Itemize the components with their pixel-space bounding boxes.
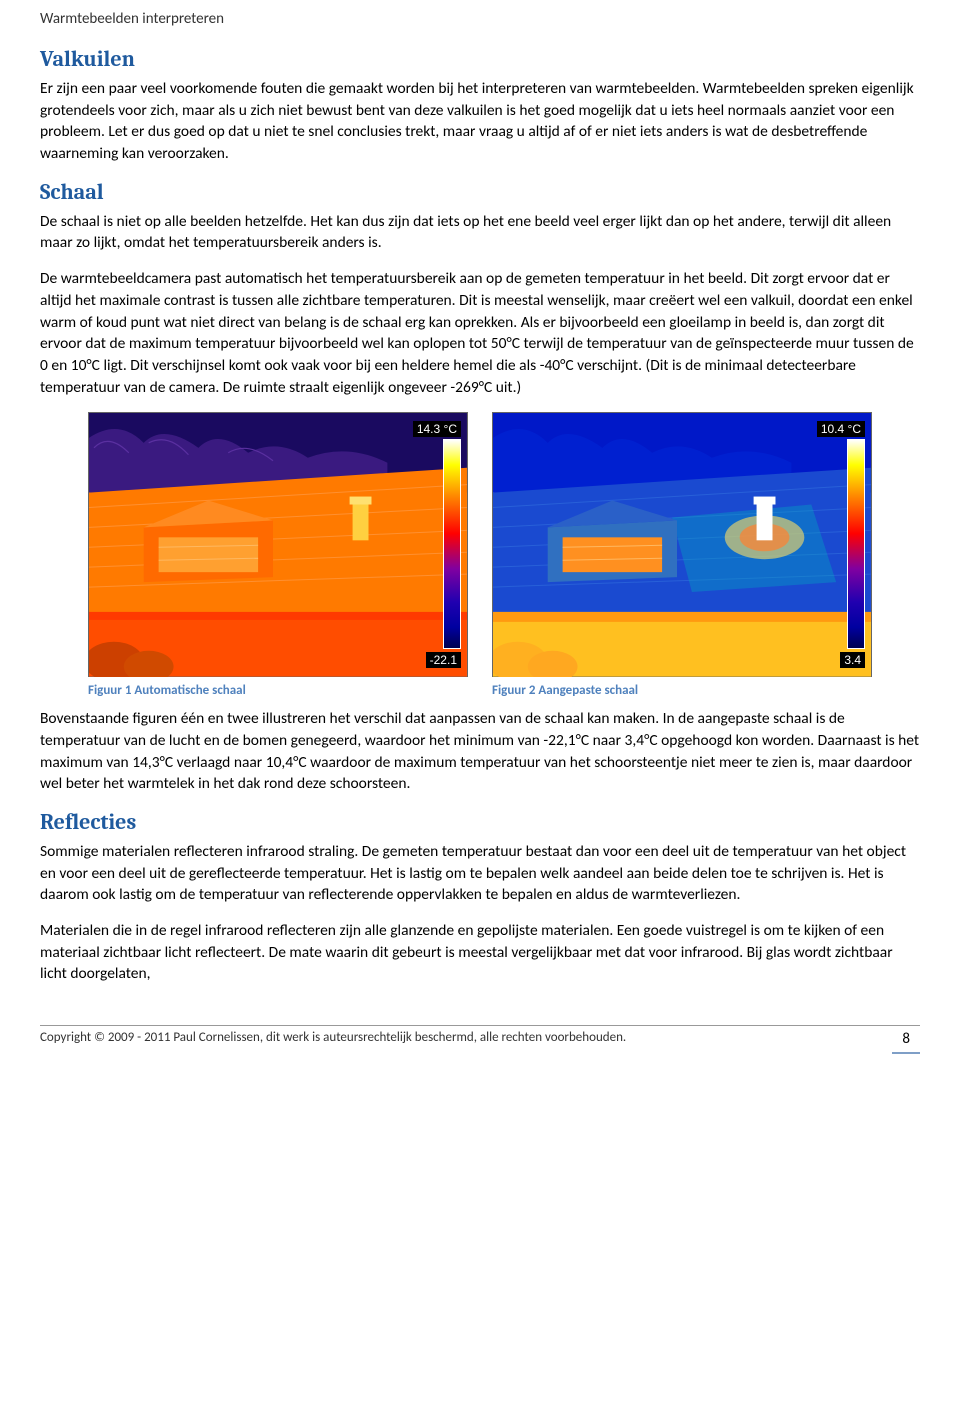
paragraph: De warmtebeeldcamera past automatisch he…: [40, 268, 920, 398]
copyright-text: Copyright © 2009 - 2011 Paul Cornelissen…: [40, 1030, 626, 1045]
heading-reflecties: Reflecties: [40, 809, 920, 835]
scale-max-label: 14.3 °C: [413, 421, 461, 437]
scale-max-label: 10.4 °C: [817, 421, 865, 437]
color-scale-bar: [443, 439, 461, 649]
color-scale-bar: [847, 439, 865, 649]
heading-valkuilen: Valkuilen: [40, 46, 920, 72]
figure-2: 10.4 °C 3.4 Figuur 2 Aangepaste schaal: [492, 412, 872, 698]
scale-min-label: 3.4: [840, 652, 865, 668]
thermal-svg: [89, 413, 467, 677]
thermal-image-adjusted: 10.4 °C 3.4: [492, 412, 872, 677]
figures-container: 14.3 °C -22.1 Figuur 1 Automatische scha…: [88, 412, 920, 698]
paragraph: Bovenstaande figuren één en twee illustr…: [40, 708, 920, 795]
paragraph: Er zijn een paar veel voorkomende fouten…: [40, 78, 920, 165]
document-header: Warmtebeelden interpreteren: [40, 10, 920, 28]
scale-min-label: -22.1: [426, 652, 461, 668]
thermal-image-auto: 14.3 °C -22.1: [88, 412, 468, 677]
page-footer: Copyright © 2009 - 2011 Paul Cornelissen…: [40, 1025, 920, 1054]
thermal-svg: [493, 413, 871, 677]
figure-caption: Figuur 1 Automatische schaal: [88, 683, 468, 698]
paragraph: Materialen die in de regel infrarood ref…: [40, 920, 920, 985]
page-number: 8: [892, 1028, 920, 1054]
figure-1: 14.3 °C -22.1 Figuur 1 Automatische scha…: [88, 412, 468, 698]
paragraph: De schaal is niet op alle beelden hetzel…: [40, 211, 920, 254]
paragraph: Sommige materialen reflecteren infrarood…: [40, 841, 920, 906]
heading-schaal: Schaal: [40, 179, 920, 205]
figure-caption: Figuur 2 Aangepaste schaal: [492, 683, 872, 698]
